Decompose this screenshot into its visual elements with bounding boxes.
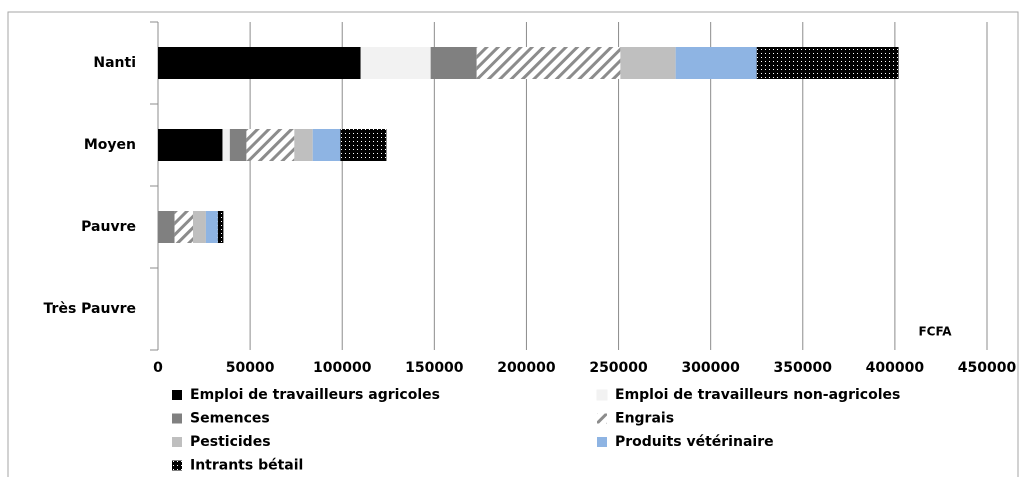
bar-segment: [430, 47, 477, 79]
x-tick-label: 200000: [497, 360, 556, 376]
legend-label: Emploi de travailleurs non-agricoles: [615, 387, 900, 403]
bar-segment: [340, 129, 387, 161]
bar-segment: [360, 47, 431, 79]
x-tick-label: 400000: [866, 360, 925, 376]
y-tick-label: Très Pauvre: [44, 301, 136, 317]
x-tick-label: 300000: [681, 360, 740, 376]
x-tick-label: 250000: [589, 360, 648, 376]
chart-frame: [7, 11, 1019, 477]
bar-segment: [222, 129, 230, 161]
legend-swatch: [597, 413, 607, 424]
bar-segment: [294, 129, 313, 161]
y-tick-label: Nanti: [93, 55, 136, 71]
legend-label: Engrais: [615, 411, 674, 427]
bar-segment: [217, 211, 224, 243]
x-tick-label: 100000: [313, 360, 372, 376]
x-tick-label: 50000: [226, 360, 275, 376]
legend-swatch: [596, 389, 608, 401]
legend-label: Emploi de travailleurs agricoles: [190, 387, 440, 403]
bar-segment: [158, 129, 223, 161]
bar-segment: [675, 47, 757, 79]
bar-segment: [229, 129, 247, 161]
legend-label: Pesticides: [190, 434, 271, 450]
bar-segment: [193, 211, 206, 243]
legend-label: Produits vétérinaire: [615, 434, 774, 450]
legend-swatch: [172, 390, 182, 400]
bar-segment: [620, 47, 676, 79]
legend-swatch: [597, 437, 607, 447]
y-tick-label: Moyen: [84, 137, 136, 153]
x-tick-label: 0: [153, 360, 163, 376]
bar-segment: [174, 211, 194, 243]
bar-segment: [476, 47, 621, 79]
legend-swatch: [172, 460, 182, 471]
x-tick-label: 350000: [774, 360, 833, 376]
x-tick-label: 450000: [958, 360, 1017, 376]
legend-swatch: [172, 413, 182, 424]
legend-label: Semences: [190, 411, 270, 427]
y-tick-label: Pauvre: [81, 219, 136, 235]
unit-annotation: FCFA: [918, 325, 952, 339]
bar-segment: [246, 129, 295, 161]
bar-segment: [312, 129, 341, 161]
bar-segment: [756, 47, 899, 79]
legend-swatch: [172, 437, 182, 447]
legend-label: Intrants bétail: [190, 458, 303, 474]
bar-segment: [205, 211, 218, 243]
x-tick-label: 150000: [405, 360, 464, 376]
bar-segment: [158, 211, 175, 243]
bar-segment: [158, 47, 361, 79]
